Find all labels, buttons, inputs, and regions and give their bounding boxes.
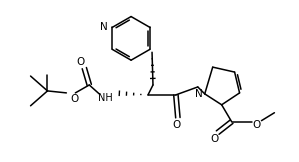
Text: NH: NH: [98, 93, 113, 103]
Text: N: N: [100, 23, 108, 32]
Text: O: O: [252, 120, 261, 130]
Text: O: O: [210, 134, 219, 145]
Text: O: O: [173, 120, 181, 130]
Text: O: O: [76, 57, 84, 67]
Text: O: O: [70, 94, 78, 104]
Text: N: N: [195, 89, 203, 99]
